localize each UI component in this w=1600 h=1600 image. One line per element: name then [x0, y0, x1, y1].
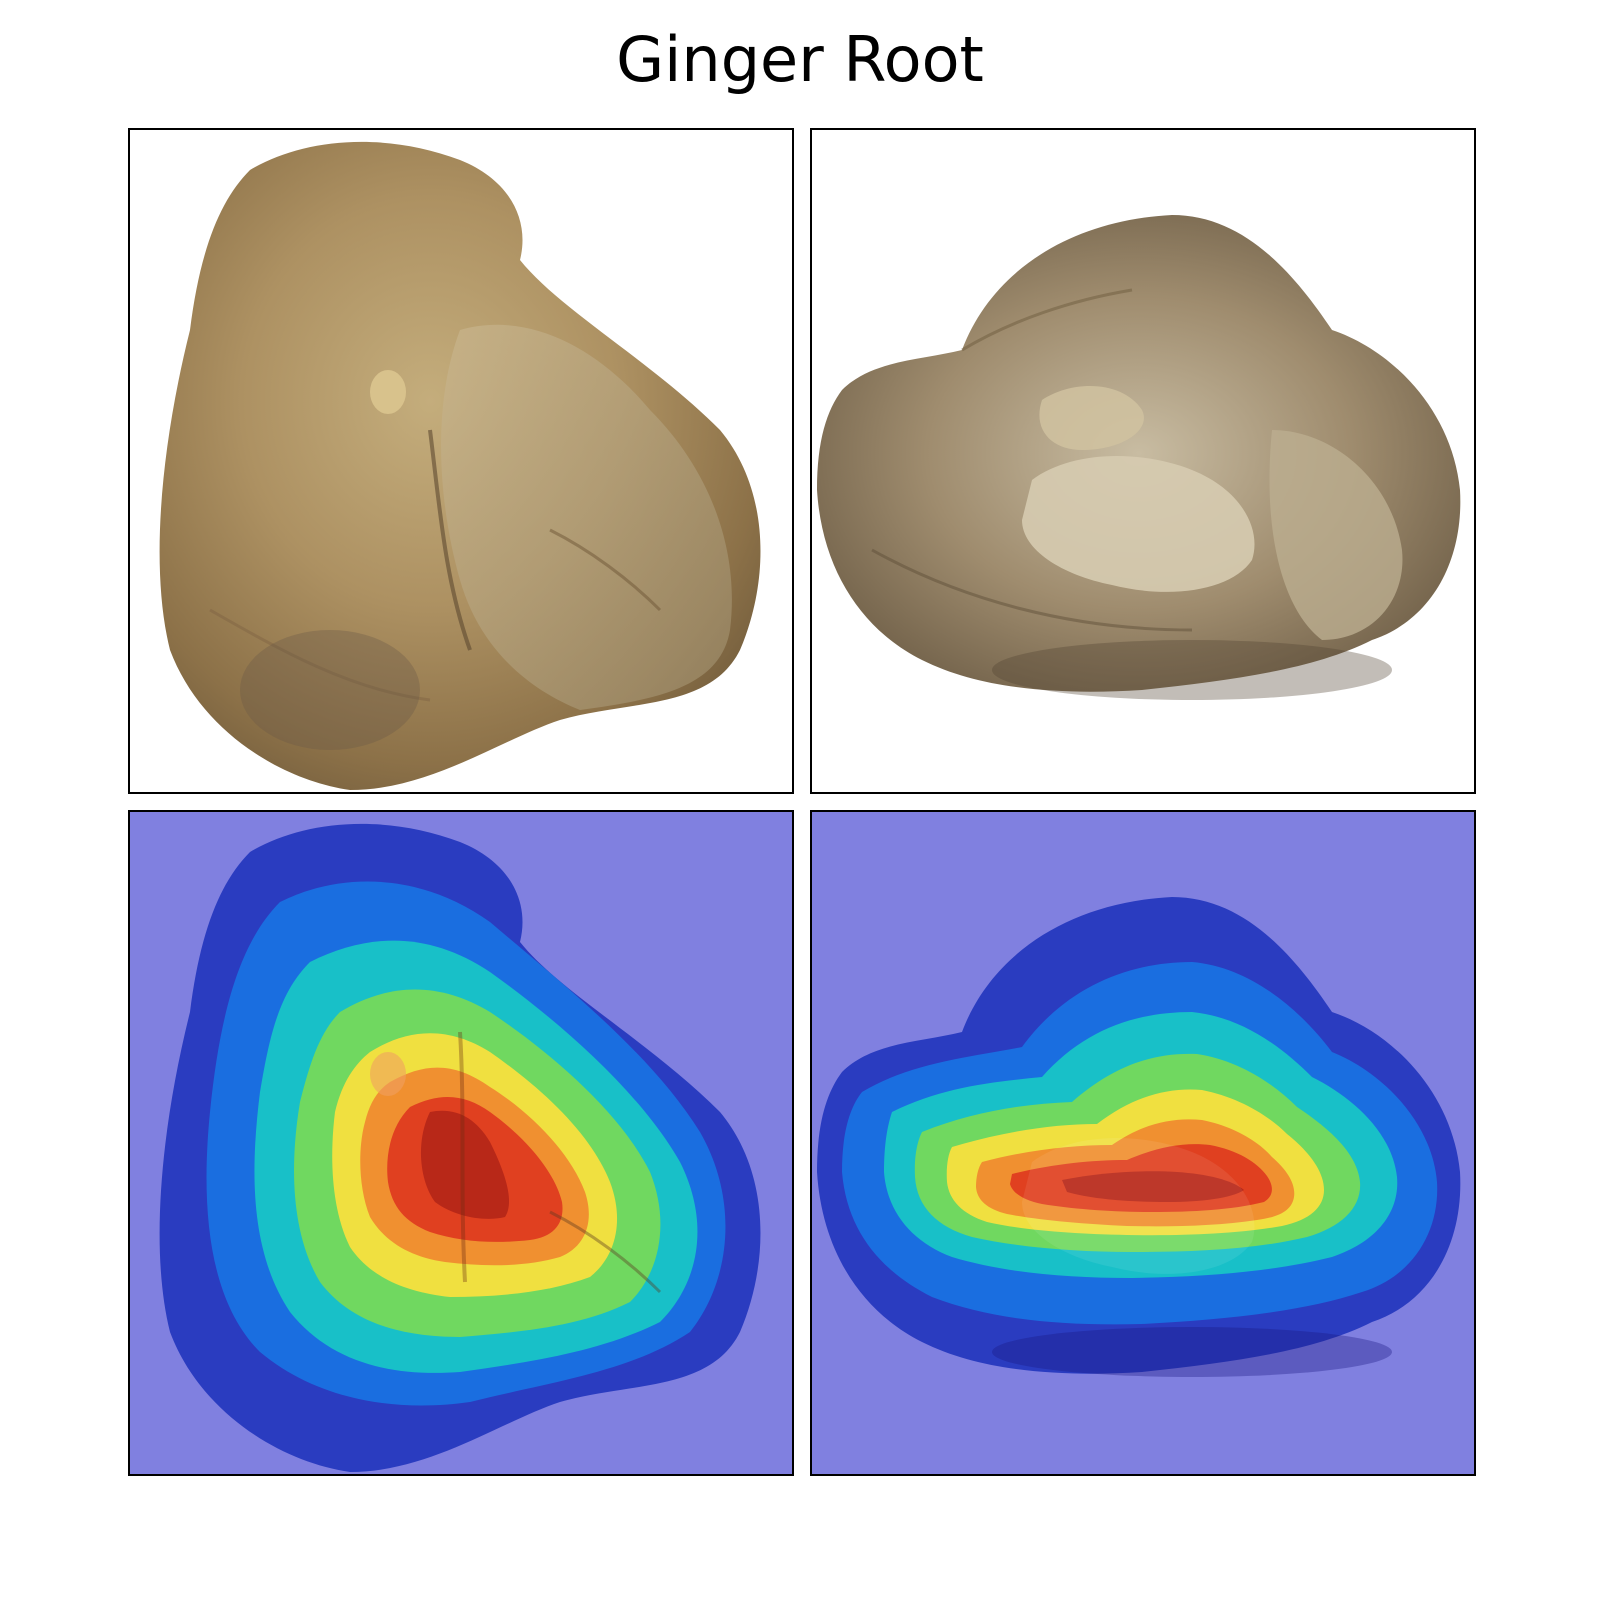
heatmap-panel-1	[128, 810, 794, 1476]
heatmap-overlay-icon	[812, 812, 1474, 1474]
original-image-panel-1	[128, 128, 794, 794]
figure-title: Ginger Root	[0, 22, 1600, 98]
ginger-root-photo-icon	[812, 130, 1474, 792]
heatmap-overlay-icon	[130, 812, 792, 1474]
heatmap-panel-2	[810, 810, 1476, 1476]
ginger-root-photo-icon	[130, 130, 792, 792]
original-image-panel-2	[810, 128, 1476, 794]
